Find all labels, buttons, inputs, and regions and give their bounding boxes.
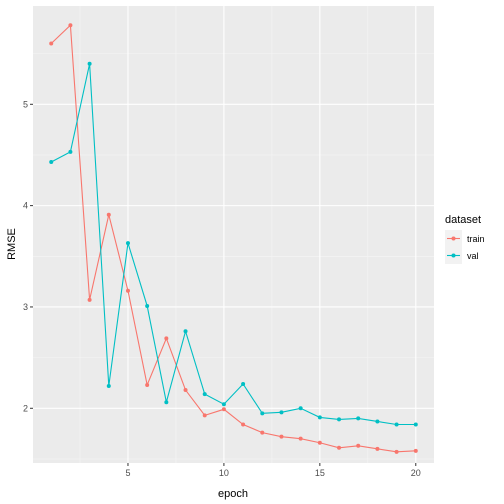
series-line-val (50, 63, 416, 426)
data-point-val (260, 411, 265, 416)
x-axis: 5 10 15 20 (125, 463, 421, 478)
data-point-val (394, 422, 399, 427)
data-point-val (337, 417, 342, 422)
data-point-val (202, 392, 207, 397)
legend-title: dataset (445, 214, 481, 226)
data-point-val (164, 400, 169, 405)
data-point-train (202, 413, 207, 418)
data-point-train (356, 443, 361, 448)
data-point-val (241, 381, 246, 386)
y-tick-label: 3 (23, 302, 28, 312)
data-point-train (183, 388, 188, 393)
y-axis-title: RMSE (6, 228, 18, 260)
data-point-val (49, 160, 54, 165)
data-point-val (413, 422, 418, 427)
series-train (49, 23, 418, 454)
data-point-val (125, 241, 130, 246)
y-tick-label: 2 (23, 403, 28, 413)
data-point-val (298, 406, 303, 411)
legend-item-val: val (445, 247, 479, 264)
data-point-train (298, 436, 303, 441)
data-point-val (279, 410, 284, 415)
minor-gridlines (33, 6, 434, 463)
x-tick-label: 10 (219, 468, 229, 478)
data-point-train (68, 23, 73, 28)
data-point-val (317, 415, 322, 420)
data-point-train (241, 422, 246, 427)
legend-item-train: train (445, 230, 485, 247)
y-tick-label: 5 (23, 99, 28, 109)
data-point-train (337, 445, 342, 450)
data-point-train (221, 407, 226, 412)
series-layer (49, 23, 418, 454)
data-point-val (145, 303, 150, 308)
data-point-train (317, 440, 322, 445)
data-point-train (260, 430, 265, 435)
data-point-train (49, 41, 54, 46)
data-point-val (356, 416, 361, 421)
data-point-val (183, 329, 188, 334)
series-line-train (50, 24, 416, 453)
data-point-train (279, 434, 284, 439)
data-point-train (413, 448, 418, 453)
data-point-train (125, 288, 130, 293)
x-tick-label: 15 (315, 468, 325, 478)
legend-key-point (451, 253, 456, 258)
data-point-train (394, 449, 399, 454)
data-point-train (106, 212, 111, 217)
data-point-val (106, 383, 111, 388)
data-point-val (375, 419, 380, 424)
data-point-train (164, 336, 169, 341)
legend-label: val (467, 251, 479, 261)
data-point-val (68, 149, 73, 154)
data-point-train (375, 446, 380, 451)
legend: dataset train val (445, 214, 485, 264)
data-point-train (87, 297, 92, 302)
data-point-train (145, 382, 150, 387)
major-gridlines (33, 6, 434, 463)
legend-label: train (467, 234, 485, 244)
data-point-val (221, 402, 226, 407)
x-tick-label: 5 (125, 468, 130, 478)
x-axis-title: epoch (218, 488, 248, 500)
data-point-val (87, 61, 92, 66)
y-tick-label: 4 (23, 201, 28, 211)
x-tick-label: 20 (411, 468, 421, 478)
series-val (49, 61, 418, 427)
legend-key-point (451, 236, 456, 241)
y-axis: 2 3 4 5 (23, 99, 33, 413)
